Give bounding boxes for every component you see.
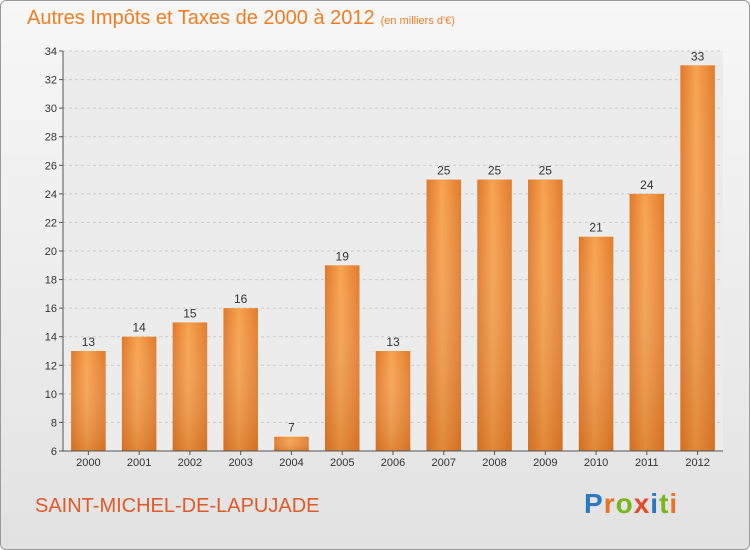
data-label: 7 (288, 421, 295, 435)
y-tick-label: 34 (45, 46, 57, 58)
bar-shade (528, 179, 563, 452)
y-tick-label: 24 (45, 189, 57, 201)
x-tick-label: 2011 (635, 457, 659, 469)
x-tick-label: 2009 (533, 457, 557, 469)
chart-title-text: Autres Impôts et Taxes de 2000 à 2012 (27, 7, 375, 29)
bar-shade (71, 351, 106, 451)
data-label: 24 (640, 178, 654, 192)
data-label: 19 (336, 249, 350, 263)
brand-letter: t (659, 488, 670, 519)
chart-subtitle: (en milliers d'€) (380, 15, 455, 27)
y-tick-label: 12 (45, 360, 57, 372)
data-label: 21 (589, 221, 603, 235)
x-tick-label: 2010 (584, 457, 608, 469)
bar-shade (477, 179, 512, 452)
data-label: 15 (183, 306, 197, 320)
y-tick-label: 28 (45, 132, 57, 144)
brand-letter: i (669, 488, 679, 519)
proxiti-logo[interactable]: Proxiti (584, 488, 678, 520)
bar-shade (121, 336, 157, 451)
brand-letter: r (603, 488, 616, 519)
y-tick-label: 10 (45, 389, 57, 401)
x-tick-label: 2000 (76, 457, 100, 469)
y-tick-label: 18 (45, 275, 57, 287)
x-tick-label: 2003 (228, 457, 252, 469)
bar-shade (426, 179, 462, 452)
bar-shade (324, 265, 360, 451)
bar-shade (680, 65, 715, 452)
data-label: 16 (234, 292, 248, 306)
y-tick-label: 30 (45, 103, 57, 115)
x-tick-label: 2004 (279, 457, 303, 469)
y-tick-label: 22 (45, 217, 57, 229)
x-tick-label: 2005 (330, 457, 354, 469)
bar-shade (375, 351, 411, 451)
brand-letter: x (633, 488, 651, 519)
bar-shade (274, 436, 309, 451)
y-tick-label: 16 (45, 303, 57, 315)
x-tick-label: 2007 (432, 457, 456, 469)
data-label: 13 (82, 335, 96, 349)
y-tick-label: 32 (45, 75, 57, 87)
x-tick-label: 2006 (381, 457, 405, 469)
bars: 13 14 15 16 7 19 13 25 25 25 21 24 33 (71, 49, 715, 452)
bar-shade (578, 236, 614, 451)
commune-name: SAINT-MICHEL-DE-LAPUJADE (35, 495, 320, 517)
x-tick-label: 2008 (482, 457, 506, 469)
data-label: 14 (132, 321, 146, 335)
data-label: 25 (539, 164, 553, 178)
axes: 6 8 10 12 14 16 18 20 22 24 26 28 30 32 34 2000 2001 2002… (45, 46, 723, 469)
brand-letter: i (650, 488, 660, 519)
bar-shade (629, 193, 665, 451)
y-tick-label: 6 (51, 446, 57, 458)
y-tick-label: 26 (45, 160, 57, 172)
bar-shade (172, 322, 208, 451)
data-label: 25 (437, 164, 451, 178)
brand-letter: o (615, 488, 634, 519)
y-tick-label: 14 (45, 332, 57, 344)
x-tick-label: 2002 (178, 457, 202, 469)
bar-shade (223, 308, 258, 451)
x-tick-label: 2012 (685, 457, 709, 469)
x-tick-label: 2001 (127, 457, 151, 469)
y-tick-label: 20 (45, 246, 57, 258)
brand-letter: P (584, 488, 604, 519)
data-label: 13 (386, 335, 400, 349)
data-label: 25 (488, 164, 502, 178)
y-tick-label: 8 (51, 417, 57, 429)
chart-title: Autres Impôts et Taxes de 2000 à 2012 (en… (27, 7, 455, 30)
data-label: 33 (691, 49, 705, 63)
